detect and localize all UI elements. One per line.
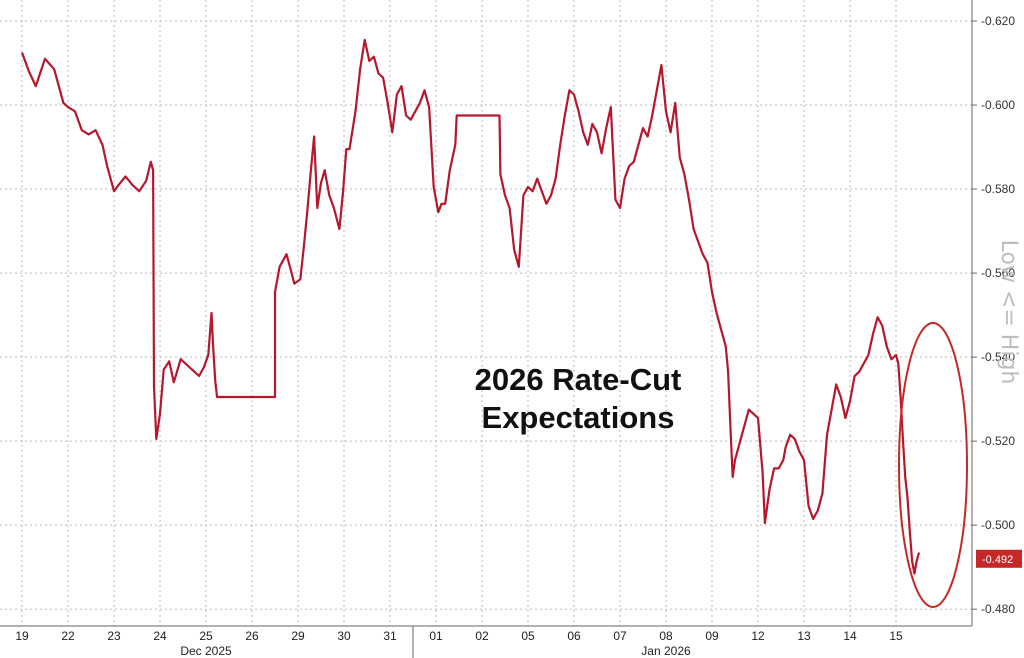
- x-tick-label: 01: [429, 629, 443, 643]
- x-tick-label: 26: [245, 629, 259, 643]
- x-tick-label: 09: [705, 629, 719, 643]
- x-tick-label: 23: [107, 629, 121, 643]
- y-axis: -0.620 -0.600 -0.580 -0.560 -0.540 -0.520 -0.5…: [971, 0, 1015, 626]
- y-tick-label: -0.620: [981, 14, 1015, 28]
- y-tick-label: -0.520: [981, 434, 1015, 448]
- x-tick-label: 06: [567, 629, 581, 643]
- last-value-label: -0.492: [982, 554, 1013, 566]
- last-value-badge: -0.492: [976, 549, 1022, 568]
- x-tick-label: 08: [659, 629, 673, 643]
- y-tick-label: -0.560: [981, 266, 1015, 280]
- x-tick-label: 30: [337, 629, 351, 643]
- x-tick-label: 19: [15, 629, 29, 643]
- x-tick-label: 02: [475, 629, 489, 643]
- last-value-box: [976, 549, 1022, 568]
- plot-background: [0, 0, 972, 626]
- x-tick-label: 05: [521, 629, 535, 643]
- chart-title: 2026 Rate-Cut Expectations: [475, 362, 682, 435]
- y-tick-label: -0.540: [981, 350, 1015, 364]
- x-tick-label: 14: [843, 629, 857, 643]
- x-month-label: Jan 2026: [641, 644, 691, 658]
- y-tick-label: -0.600: [981, 98, 1015, 112]
- x-tick-label: 24: [153, 629, 167, 643]
- x-axis: 19 22 23 24 25 26 29 30 31 01 02 05 06 07 08 09 12 13 14 15…: [0, 625, 972, 658]
- x-tick-label: 29: [291, 629, 305, 643]
- chart-title-line: 2026 Rate-Cut: [475, 362, 682, 397]
- gridlines: [0, 0, 972, 626]
- y-tick-label: -0.500: [981, 518, 1015, 532]
- x-tick-label: 07: [613, 629, 627, 643]
- highlight-ellipse: [898, 322, 968, 608]
- x-tick-label: 15: [889, 629, 903, 643]
- x-tick-label: 22: [61, 629, 75, 643]
- chart-title-line: Expectations: [482, 400, 675, 435]
- y-tick-label: -0.580: [981, 182, 1015, 196]
- x-month-label: Dec 2025: [180, 644, 232, 658]
- y-axis-label: Low <= High: [996, 240, 1021, 385]
- x-tick-label: 25: [199, 629, 213, 643]
- x-tick-label: 31: [383, 629, 397, 643]
- series-line: [20, 38, 921, 575]
- y-tick-label: -0.480: [981, 602, 1015, 616]
- x-tick-label: 13: [797, 629, 811, 643]
- x-tick-label: 12: [751, 629, 765, 643]
